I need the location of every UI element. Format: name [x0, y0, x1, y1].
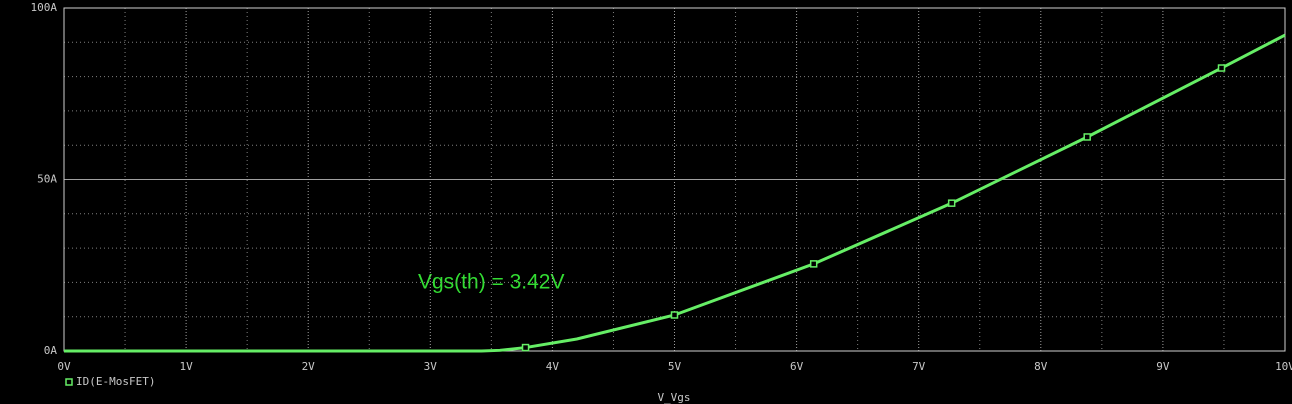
x-tick-label: 5V: [668, 360, 682, 373]
plot-frame: [63, 7, 1286, 352]
legend-label: ID(E-MosFET): [76, 375, 155, 388]
x-tick-label: 3V: [424, 360, 438, 373]
y-tick-label: 100A: [31, 1, 58, 14]
x-tick-label: 7V: [912, 360, 926, 373]
marker: [521, 343, 530, 352]
x-axis-label: V_Vgs: [657, 391, 690, 404]
marker: [947, 199, 956, 207]
legend-marker: [65, 378, 73, 386]
x-tick-label: 10V: [1275, 360, 1292, 373]
x-tick-label: 6V: [790, 360, 804, 373]
annotation: Vgs(th) = 3.42V: [418, 271, 565, 294]
marker: [1217, 64, 1226, 72]
marker: [809, 260, 818, 268]
x-tick-label: 1V: [179, 360, 193, 373]
x-tick-label: 2V: [302, 360, 316, 373]
x-tick-label: 8V: [1034, 360, 1048, 373]
line: [64, 33, 1286, 353]
x-tick-label: 4V: [546, 360, 560, 373]
x-tick-label: 0V: [57, 360, 71, 373]
y-tick-label: 50A: [37, 173, 57, 186]
marker: [670, 311, 679, 319]
x-tick-label: 9V: [1156, 360, 1170, 373]
y-tick-label: 0A: [44, 344, 58, 357]
marker: [1083, 133, 1091, 141]
